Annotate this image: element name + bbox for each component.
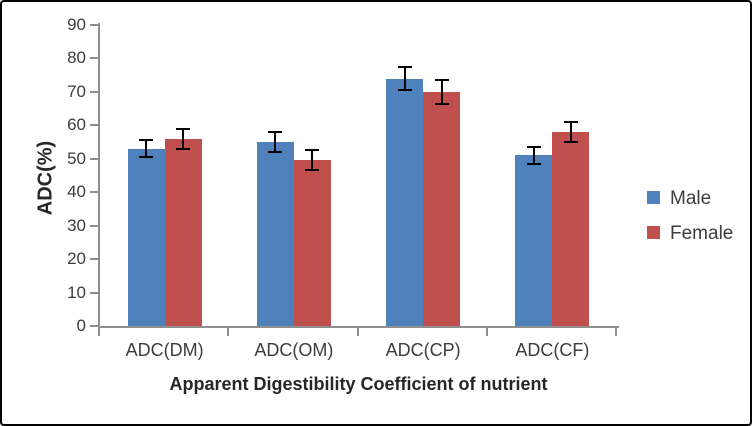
bar-female [423, 91, 461, 326]
y-tick-label: 10 [67, 282, 86, 302]
error-bar [274, 132, 277, 153]
y-axis-tick [90, 258, 98, 261]
y-tick-label: 80 [67, 48, 86, 68]
y-tick-label: 20 [67, 249, 86, 269]
x-axis-tick [485, 328, 488, 336]
error-bar-cap-bottom [268, 151, 283, 154]
y-tick-label: 90 [67, 15, 86, 34]
error-bar [403, 66, 406, 91]
y-axis-line [98, 23, 100, 328]
error-bar-cap-top [176, 127, 191, 130]
category-label: ADC(DM) [125, 340, 204, 360]
error-bar-cap-top [397, 65, 412, 68]
error-bar [182, 128, 185, 149]
bar-female [164, 138, 202, 326]
error-bar-cap-bottom [176, 147, 191, 150]
y-tick-label: 70 [67, 81, 86, 101]
bar-male [127, 148, 165, 326]
legend-label: Female [670, 223, 734, 244]
y-axis-tick [90, 124, 98, 127]
y-tick-label: 0 [76, 316, 86, 335]
error-bar-cap-bottom [563, 141, 578, 144]
bar-female [293, 160, 331, 326]
x-axis-tick [98, 328, 100, 336]
bar-male [256, 142, 294, 326]
y-axis-tick [90, 57, 98, 60]
error-bar-cap-bottom [305, 169, 320, 172]
bar-female [552, 132, 590, 326]
error-bar-cap-top [434, 79, 449, 82]
error-bar [569, 121, 572, 143]
x-axis-tick [356, 328, 359, 336]
error-bar-cap-top [305, 149, 320, 152]
legend-swatch-male [647, 191, 660, 204]
category-label: ADC(CP) [385, 340, 461, 360]
error-bar-cap-bottom [397, 89, 412, 92]
y-tick-label: 50 [67, 148, 86, 168]
error-bar-cap-top [563, 120, 578, 123]
x-axis-line [98, 326, 619, 328]
error-bar [311, 150, 314, 171]
category-label: ADC(CF) [515, 340, 590, 360]
y-axis-tick [90, 24, 98, 26]
y-tick-label: 30 [67, 215, 86, 235]
y-tick-label: 40 [67, 182, 86, 202]
error-bar [532, 147, 535, 164]
y-axis-tick [90, 191, 98, 194]
error-bar [440, 80, 443, 104]
error-bar-cap-bottom [434, 102, 449, 105]
x-axis-tick [615, 328, 617, 336]
y-axis-tick [90, 291, 98, 294]
plot-area [100, 25, 615, 326]
error-bar-cap-top [139, 139, 154, 142]
category-label: ADC(OM) [254, 340, 334, 360]
y-axis-tick [90, 224, 98, 227]
error-bar-cap-top [268, 131, 283, 134]
legend-swatch-female [647, 226, 660, 239]
error-bar [145, 140, 148, 158]
y-tick-label: 60 [67, 115, 86, 135]
x-axis-tick [227, 328, 230, 336]
error-bar-cap-bottom [526, 162, 541, 165]
error-bar-cap-bottom [139, 156, 154, 159]
legend-label: Male [670, 188, 712, 209]
y-axis-tick [90, 325, 98, 327]
x-axis-title: Apparent Digestibility Coefficient of nu… [169, 374, 548, 394]
y-axis-tick [90, 90, 98, 93]
bar-male [515, 155, 553, 326]
y-axis-tick [90, 157, 98, 160]
bar-male [386, 78, 424, 326]
error-bar-cap-top [526, 146, 541, 149]
